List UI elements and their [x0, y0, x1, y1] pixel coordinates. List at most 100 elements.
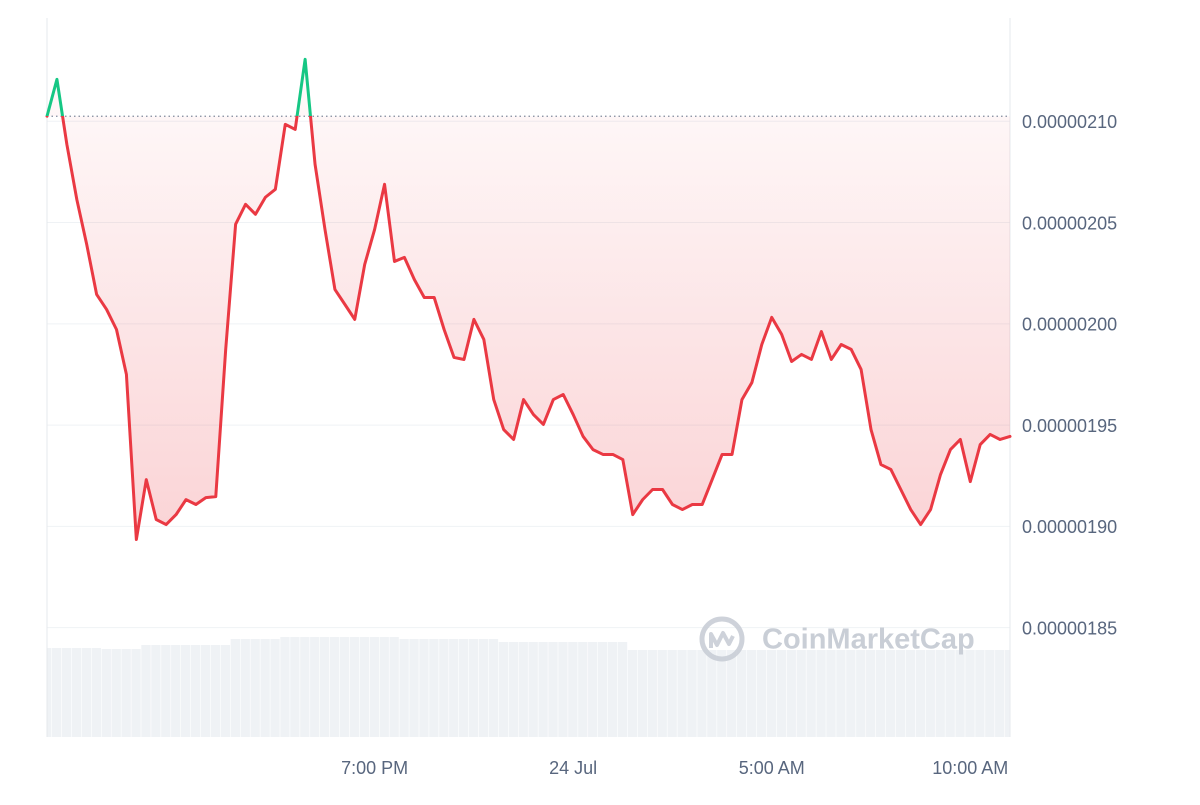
volume-bar: [885, 650, 896, 737]
volume-bar: [568, 642, 578, 737]
volume-bar: [588, 642, 598, 737]
watermark: CoinMarketCap: [762, 624, 975, 656]
volume-bar: [419, 639, 429, 737]
volume-bar: [51, 648, 62, 737]
volume-bar: [181, 645, 191, 737]
y-tick-label: 0.00000200: [1022, 315, 1117, 335]
volume-bar: [578, 642, 588, 737]
x-tick-label: 7:00 PM: [341, 758, 408, 778]
volume-bar: [637, 650, 648, 737]
volume-bar: [717, 650, 727, 737]
watermark-logo: [699, 616, 745, 662]
volume-bar: [766, 650, 777, 737]
volume-bar: [468, 639, 479, 737]
volume-bar: [866, 650, 876, 737]
y-tick-label: 0.00000190: [1022, 517, 1117, 537]
volume-bar: [995, 650, 1005, 737]
volume-bar: [399, 639, 409, 737]
area-fill: [47, 59, 1010, 540]
volume-bar: [846, 650, 856, 737]
volume-bar: [796, 650, 806, 737]
volume-bar: [816, 650, 826, 737]
volume-bar: [786, 650, 796, 737]
volume-bar: [558, 642, 568, 737]
volume-bar: [151, 645, 161, 737]
x-tick-label: 10:00 AM: [932, 758, 1008, 778]
volume-bar: [449, 639, 459, 737]
y-tick-label: 0.00000195: [1022, 416, 1117, 436]
y-tick-label: 0.00000210: [1022, 112, 1117, 132]
volume-bar: [91, 648, 102, 737]
volume-bar: [329, 637, 340, 737]
x-tick-label: 24 Jul: [549, 758, 597, 778]
volume-bar: [240, 639, 250, 737]
x-tick-label: 5:00 AM: [739, 758, 805, 778]
volume-bar: [270, 639, 280, 737]
volume-bar: [121, 649, 131, 737]
y-tick-label: 0.00000205: [1022, 213, 1117, 233]
volume-bar: [617, 642, 628, 737]
volume-bar: [210, 645, 221, 737]
volume-bar: [905, 650, 916, 737]
volume-bar: [697, 650, 707, 737]
volume-bar: [429, 639, 439, 737]
volume-bar: [707, 650, 717, 737]
volume-bar: [488, 639, 499, 737]
volume-bar: [607, 642, 618, 737]
volume-bar: [528, 642, 538, 737]
volume-bar: [975, 650, 985, 737]
volume-bar: [280, 637, 290, 737]
volume-bar: [538, 642, 548, 737]
volume-bar: [459, 639, 469, 737]
volume-bar: [875, 650, 886, 737]
volume-bar: [61, 648, 72, 737]
volume-bar: [190, 645, 201, 737]
volume-bar: [260, 639, 270, 737]
volume-bar: [856, 650, 866, 737]
volume-bar: [111, 649, 121, 737]
volume-bar: [439, 639, 449, 737]
volume-bar: [687, 650, 697, 737]
volume-bar: [171, 645, 181, 737]
volume-bar: [71, 648, 82, 737]
volume-bar: [806, 650, 816, 737]
volume-bar: [1005, 650, 1010, 737]
volume-bar: [200, 645, 211, 737]
volume-bar: [290, 637, 300, 737]
plot-layer: [45, 57, 1012, 542]
volume-bar: [339, 637, 350, 737]
volume-bar: [310, 637, 320, 737]
volume-bar: [985, 650, 995, 737]
volume-bar: [478, 639, 489, 737]
volume-bar: [965, 650, 975, 737]
volume-bar: [935, 650, 945, 737]
volume-bar: [776, 650, 787, 737]
volume-bar: [627, 650, 638, 737]
volume-bar: [141, 645, 151, 737]
volume-bar: [81, 648, 92, 737]
volume-bar: [677, 650, 687, 737]
volume-bar: [250, 639, 260, 737]
volume-bar: [379, 637, 389, 737]
volume-bar: [955, 650, 965, 737]
volume-bar: [826, 650, 836, 737]
y-tick-label: 0.00000185: [1022, 618, 1117, 638]
volume-bar: [369, 637, 379, 737]
volume-bar: [349, 637, 360, 737]
volume-bar: [320, 637, 330, 737]
volume-bar: [409, 639, 419, 737]
volume-bar: [647, 650, 657, 737]
volume-bar: [548, 642, 558, 737]
price-line: [45, 57, 1012, 542]
volume-bar: [945, 650, 955, 737]
volume-bar: [657, 650, 667, 737]
volume-bar: [300, 637, 310, 737]
volume-bar: [359, 637, 370, 737]
volume-bar: [925, 650, 935, 737]
volume-bar: [131, 649, 141, 737]
volume-bar: [915, 650, 926, 737]
volume-bar: [498, 642, 509, 737]
volume-bar: [895, 650, 906, 737]
